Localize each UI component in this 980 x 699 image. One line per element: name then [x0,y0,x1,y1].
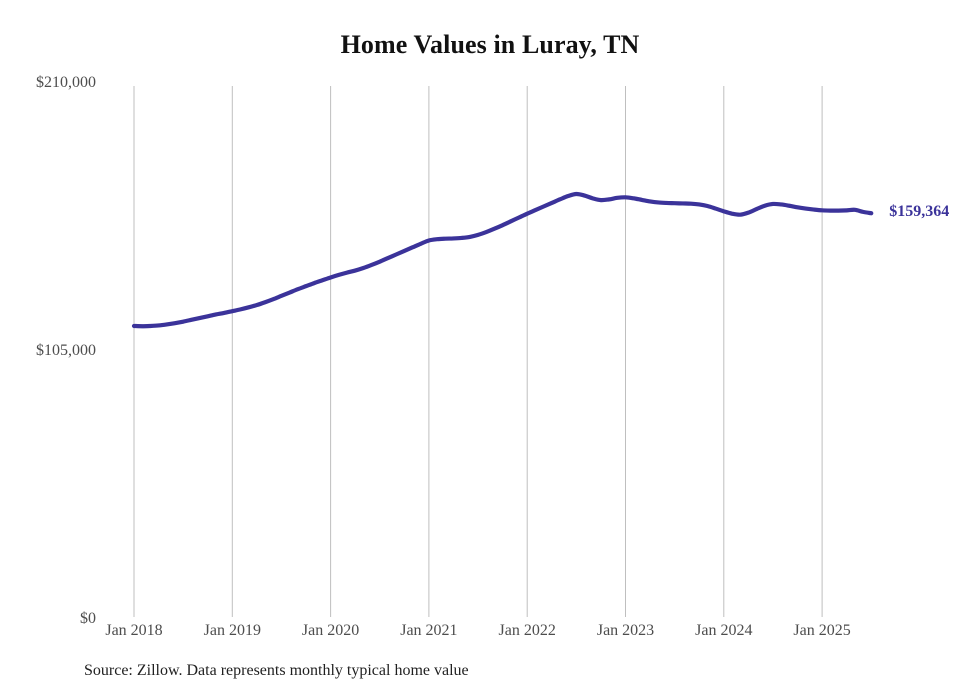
y-axis-tick-label-105000: $105,000 [36,342,96,359]
series-end-value-label: $159,364 [889,203,950,221]
x-axis-tick-label-jan-2022: Jan 2022 [498,622,556,639]
x-axis-tick-label-jan-2023: Jan 2023 [596,622,655,639]
chart-title: Home Values in Luray, TN [340,30,640,59]
x-axis-tick-label-jan-2018: Jan 2018 [105,622,163,639]
x-axis-tick-label-jan-2025: Jan 2025 [793,622,851,639]
x-axis-tick-label-jan-2021: Jan 2021 [400,622,458,639]
home-value-line-series [131,191,874,329]
x-axis-tick-label-jan-2020: Jan 2020 [301,622,360,639]
y-axis-tick-label-0: $0 [80,610,96,627]
source-note: Source: Zillow. Data represents monthly … [84,662,469,679]
x-axis-tick-label-jan-2019: Jan 2019 [203,622,261,639]
gridlines [133,86,823,617]
x-axis-tick-label-jan-2024: Jan 2024 [695,622,753,639]
y-axis-tick-label-210000: $210,000 [36,74,96,91]
